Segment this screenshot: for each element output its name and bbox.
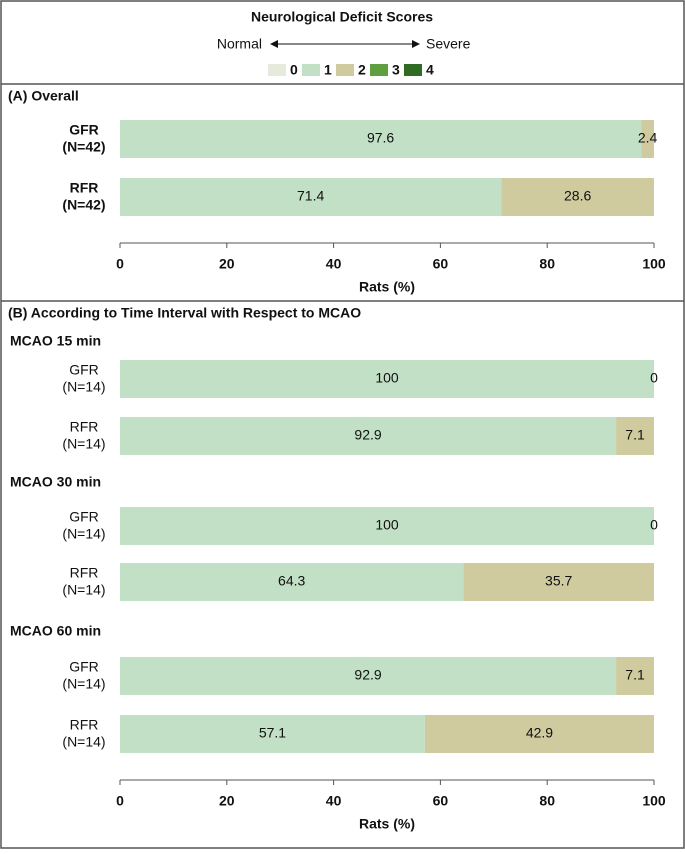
- value-label: 28.6: [564, 188, 591, 204]
- legend-swatch: [268, 64, 286, 76]
- value-label: 2.4: [638, 130, 658, 146]
- legend-label: 4: [426, 62, 434, 78]
- bar-segment: [463, 563, 654, 601]
- value-label: 7.1: [625, 427, 645, 443]
- value-label: 100: [375, 370, 399, 386]
- bar-segment: [120, 507, 654, 545]
- x-tick-label: 0: [116, 256, 124, 272]
- legend-title: Neurological Deficit Scores: [251, 9, 433, 25]
- legend-label: 3: [392, 62, 400, 78]
- bar-segment: [120, 715, 425, 753]
- x-axis-label: Rats (%): [359, 279, 415, 295]
- x-tick-label: 100: [642, 256, 666, 272]
- x-axis-label: Rats (%): [359, 816, 415, 832]
- legend-label: 1: [324, 62, 332, 78]
- value-label: 42.9: [526, 725, 553, 741]
- legend-severe: Severe: [426, 36, 471, 52]
- value-label: 64.3: [278, 573, 305, 589]
- legend-swatch: [336, 64, 354, 76]
- group-label: MCAO 60 min: [10, 623, 101, 639]
- value-label: 71.4: [297, 188, 324, 204]
- value-label: 57.1: [259, 725, 286, 741]
- legend-swatch: [302, 64, 320, 76]
- category-label: GFR (N=14): [62, 658, 105, 691]
- panel-title: (B) According to Time Interval with Resp…: [8, 305, 361, 321]
- value-label: 97.6: [367, 130, 394, 146]
- value-label: 35.7: [545, 573, 572, 589]
- category-label: GFR (N=14): [62, 361, 105, 394]
- bar-segment: [120, 178, 502, 216]
- bar-segment: [120, 657, 617, 695]
- bar-segment: [501, 178, 654, 216]
- value-label: 0: [650, 517, 658, 533]
- x-tick-label: 40: [326, 256, 342, 272]
- value-label: 92.9: [354, 667, 381, 683]
- group-label: MCAO 15 min: [10, 333, 101, 349]
- legend-swatch: [404, 64, 422, 76]
- value-label: 7.1: [625, 667, 645, 683]
- x-tick-label: 40: [326, 793, 342, 809]
- bar-segment: [616, 417, 654, 455]
- x-tick-label: 60: [433, 256, 449, 272]
- x-tick-label: 80: [539, 793, 555, 809]
- category-label: RFR (N=14): [62, 716, 105, 749]
- bar-segment: [120, 563, 464, 601]
- bar-segment: [120, 360, 654, 398]
- value-label: 100: [375, 517, 399, 533]
- legend-label: 2: [358, 62, 366, 78]
- panel-title: (A) Overall: [8, 88, 79, 104]
- category-label: RFR (N=14): [62, 418, 105, 451]
- legend-swatch: [370, 64, 388, 76]
- x-tick-label: 20: [219, 793, 235, 809]
- legend-normal: Normal: [217, 36, 262, 52]
- group-label: MCAO 30 min: [10, 474, 101, 490]
- category-label: RFR (N=42): [62, 179, 105, 212]
- category-label: RFR (N=14): [62, 564, 105, 597]
- bar-segment: [641, 120, 654, 158]
- category-label: GFR (N=14): [62, 508, 105, 541]
- x-tick-label: 0: [116, 793, 124, 809]
- x-tick-label: 80: [539, 256, 555, 272]
- bar-segment: [424, 715, 654, 753]
- bar-segment: [120, 120, 642, 158]
- bar-segment: [616, 657, 654, 695]
- x-tick-label: 20: [219, 256, 235, 272]
- bar-segment: [120, 417, 617, 455]
- x-tick-label: 60: [433, 793, 449, 809]
- value-label: 0: [650, 370, 658, 386]
- value-label: 92.9: [354, 427, 381, 443]
- legend-label: 0: [290, 62, 298, 78]
- x-tick-label: 100: [642, 793, 666, 809]
- category-label: GFR (N=42): [62, 121, 105, 154]
